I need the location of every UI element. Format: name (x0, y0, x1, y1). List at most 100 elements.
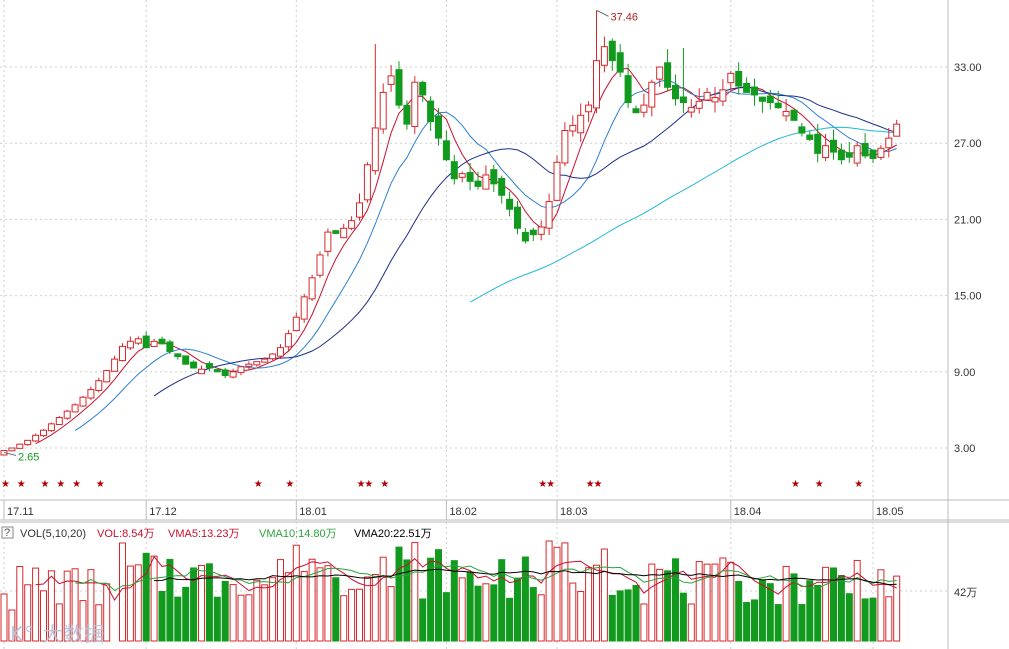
volume-bar (205, 563, 213, 642)
candle-body (205, 363, 213, 369)
candle-body (545, 201, 553, 229)
date-tick-label: 18.04 (734, 506, 762, 518)
candle-body (55, 417, 63, 425)
candle-body (237, 366, 245, 374)
volume-bar (198, 564, 205, 642)
candle-body (111, 358, 119, 372)
volume-bar (87, 569, 95, 642)
volume-bar (569, 582, 577, 642)
candle-body (300, 296, 308, 320)
candlesticks (0, 10, 901, 456)
help-box-icon[interactable] (1, 526, 14, 539)
price-tick-label: 21.00 (954, 214, 982, 226)
volume-bar (253, 579, 261, 642)
volume-bar (600, 548, 608, 642)
vma10-label: VMA10:14.80万 (259, 528, 337, 540)
signal-stars: ★ ★ ★ ★ ★ ★ ★ ★ ★★ ★ ★★ ★★ ★ ★ ★ (1, 479, 863, 490)
candle-body (190, 361, 198, 369)
vma5-label: VMA5:13.23万 (168, 528, 240, 540)
candle-body (458, 173, 466, 178)
candle-body (529, 229, 537, 236)
candle-body (348, 220, 356, 229)
candle-body (371, 127, 379, 172)
candle-body (751, 86, 758, 96)
volume-bar (703, 563, 711, 642)
signal-star: ★ (17, 479, 26, 490)
candle-body (103, 370, 111, 383)
candle-body (363, 164, 371, 201)
volume-bar (316, 567, 324, 642)
volume-bar (174, 596, 182, 642)
volume-bar (292, 544, 300, 642)
volume-bar (885, 596, 893, 642)
candle-body (411, 81, 419, 128)
volume-bar (869, 597, 877, 642)
candle-body (703, 91, 711, 101)
volume-bar (348, 588, 356, 642)
volume-bar (593, 564, 600, 642)
candle-body (577, 114, 585, 134)
moving-average-lines (35, 67, 897, 445)
volume-bar (632, 584, 640, 642)
candle-body (861, 142, 869, 157)
candle-body (277, 347, 284, 357)
candle-body (537, 226, 545, 235)
volume-bar (837, 575, 845, 642)
signal-star: ★ (285, 479, 294, 490)
candle-body (624, 75, 632, 104)
candle-body (474, 180, 482, 187)
date-tick-label: 18.02 (449, 506, 477, 518)
volume-bar (845, 593, 853, 642)
volume-bar (269, 577, 277, 642)
candle-body (853, 145, 861, 164)
volume-bar (55, 603, 63, 642)
volume-bar (158, 590, 166, 642)
volume-bar (324, 565, 332, 642)
candle-body (569, 124, 577, 132)
candle-body (656, 66, 664, 80)
signal-star: ★ (380, 479, 389, 490)
candle-body (695, 100, 703, 109)
candle-body (308, 277, 316, 300)
volume-bar (450, 560, 458, 642)
volume-bar (47, 570, 55, 642)
candle-body (640, 104, 648, 113)
vma20-label: VMA20:22.51万 (354, 528, 432, 540)
candle-body (830, 139, 837, 153)
candle-body (782, 110, 790, 117)
candle-body (727, 72, 735, 84)
candle-body (774, 102, 782, 109)
candle-body (261, 358, 269, 363)
candle-body (498, 178, 506, 196)
candle-body (395, 69, 403, 106)
volume-bar (308, 558, 316, 642)
candle-body (490, 169, 498, 185)
signal-star: ★ (586, 479, 595, 490)
candle-body (269, 353, 277, 360)
volume-bar (498, 559, 506, 642)
candle-body (8, 447, 16, 452)
candle-body (435, 115, 442, 139)
volume-bar (16, 565, 24, 642)
candle-body (419, 81, 427, 96)
volume-bar (719, 557, 727, 642)
ma20-line (153, 86, 897, 397)
candle-body (561, 130, 569, 164)
volume-bar (656, 568, 664, 642)
volume-bar (126, 565, 134, 642)
signal-star: ★ (791, 479, 800, 490)
candle-body (822, 145, 830, 159)
volume-bar (529, 587, 537, 642)
volume-bar (356, 588, 363, 642)
candle-body (679, 96, 687, 104)
help-mark: ? (4, 527, 10, 539)
signal-star: ★ (1, 479, 10, 490)
date-tick-label: 18.01 (299, 506, 327, 518)
volume-bar (553, 546, 561, 642)
vol-params-label: VOL(5,10,20) (20, 528, 86, 540)
price-tick-label: 33.00 (954, 62, 982, 74)
candle-body (403, 104, 411, 125)
candle-body (253, 361, 261, 366)
candle-body (150, 340, 158, 347)
candle-body (735, 70, 743, 87)
